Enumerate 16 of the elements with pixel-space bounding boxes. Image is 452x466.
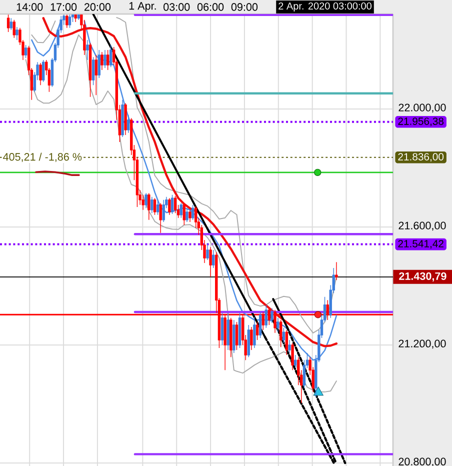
- ref-line-label: 21.956,38: [398, 118, 444, 126]
- ref-line-label: 21.430,79: [399, 272, 446, 282]
- ref-line-label: 21.541,42: [398, 240, 444, 249]
- y-tick-label: 22.000,00: [398, 104, 446, 113]
- y-tick-label: 21.600,00: [398, 222, 446, 231]
- y-tick-label: 21.200,00: [398, 340, 446, 349]
- annotation: 405,21 / -1,86 %: [3, 152, 82, 162]
- ref-line-label: 21.836,00: [398, 153, 444, 162]
- text: 2 Apr. 2020 03:00:00: [278, 2, 372, 12]
- x-tick-label: 06:00: [197, 3, 224, 11]
- x-tick-label: 1 Apr.: [129, 2, 156, 12]
- x-tick-label: 20:00: [84, 3, 111, 11]
- x-tick-label: 17:00: [50, 3, 77, 11]
- x-tick-label: 03:00: [164, 3, 190, 11]
- x-tick-label: 14:00: [16, 3, 43, 11]
- x-tick-label: 09:00: [231, 3, 258, 11]
